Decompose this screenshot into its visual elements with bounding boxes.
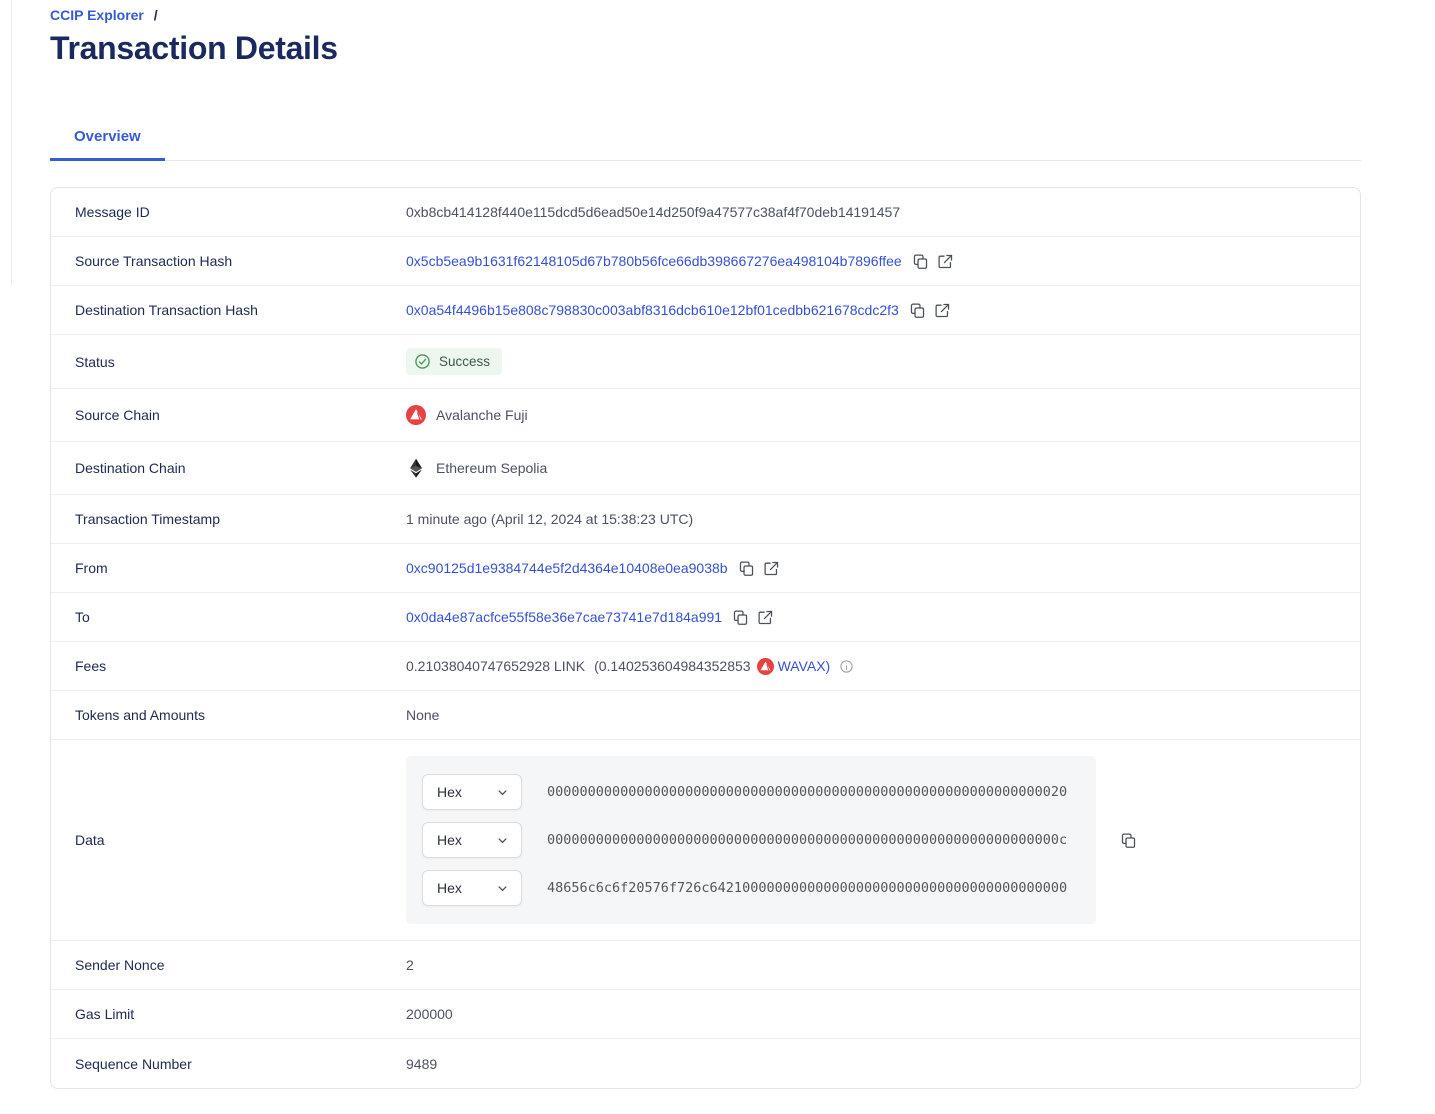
hex-format-select[interactable]: Hex — [422, 774, 522, 810]
table-row-destination-chain: Destination Chain Ethereum Sepolia — [51, 442, 1360, 495]
tab-bar: Overview — [50, 116, 1361, 161]
avalanche-icon — [406, 405, 426, 425]
hex-format-label: Hex — [437, 832, 462, 848]
table-row-sender-nonce: Sender Nonce 2 — [51, 941, 1360, 990]
hex-data-text: 0000000000000000000000000000000000000000… — [547, 784, 1068, 800]
row-label: Data — [75, 832, 105, 848]
breadcrumb-separator: / — [153, 7, 158, 23]
row-label: Sender Nonce — [75, 957, 165, 973]
transaction-details-card: Message ID 0xb8cb414128f440e115dcd5d6ead… — [50, 187, 1361, 1089]
to-address-link[interactable]: 0x0da4e87acfce55f58e36e7cae73741e7d184a9… — [406, 609, 723, 625]
wavax-token-link[interactable]: WAVAX) — [777, 658, 831, 674]
table-row-tokens-and-amounts: Tokens and Amounts None — [51, 691, 1360, 740]
fees-value: 0.21038040747652928 LINK (0.140253604984… — [406, 657, 854, 675]
row-label: Gas Limit — [75, 1006, 135, 1022]
tab-overview[interactable]: Overview — [50, 116, 165, 161]
external-link-icon[interactable] — [757, 609, 774, 626]
table-row-status: Status Success — [51, 335, 1360, 389]
check-circle-icon — [415, 354, 430, 369]
copy-icon[interactable] — [909, 302, 926, 319]
sequence-number-value: 9489 — [406, 1055, 438, 1072]
row-label: Transaction Timestamp — [75, 511, 220, 527]
status-badge: Success — [406, 348, 503, 375]
data-hex-line-1: Hex 000000000000000000000000000000000000… — [422, 774, 1080, 810]
ethereum-icon — [410, 458, 422, 478]
table-row-source-tx-hash: Source Transaction Hash 0x5cb5ea9b1631f6… — [51, 237, 1360, 286]
hex-data-text: 0000000000000000000000000000000000000000… — [547, 832, 1068, 848]
page-edge-artifact — [11, 0, 12, 285]
table-row-to: To 0x0da4e87acfce55f58e36e7cae73741e7d18… — [51, 593, 1360, 642]
copy-icon[interactable] — [732, 609, 749, 626]
chevron-down-icon — [498, 789, 507, 795]
info-icon[interactable] — [839, 659, 854, 674]
message-id-value: 0xb8cb414128f440e115dcd5d6ead50e14d250f9… — [406, 204, 901, 220]
row-label: Fees — [75, 658, 107, 674]
breadcrumb: CCIP Explorer / — [50, 7, 1361, 23]
main-content: CCIP Explorer / Transaction Details Over… — [50, 0, 1361, 1089]
destination-tx-hash-link[interactable]: 0x0a54f4496b15e808c798830c003abf8316dcb6… — [406, 302, 899, 318]
chevron-down-icon — [498, 885, 507, 891]
hex-format-label: Hex — [437, 784, 462, 800]
table-row-gas-limit: Gas Limit 200000 — [51, 990, 1360, 1039]
table-row-fees: Fees 0.21038040747652928 LINK (0.1402536… — [51, 642, 1360, 691]
row-label: Sequence Number — [75, 1055, 192, 1072]
from-address-link[interactable]: 0xc90125d1e9384744e5f2d4364e10408e0ea903… — [406, 560, 728, 576]
page-title: Transaction Details — [50, 30, 338, 66]
fees-wavax-amount: (0.140253604984352853 — [594, 658, 751, 674]
fees-link-amount: 0.21038040747652928 LINK — [406, 658, 586, 674]
copy-icon[interactable] — [738, 560, 755, 577]
row-label: From — [75, 560, 108, 576]
gas-limit-value: 200000 — [406, 1006, 453, 1022]
table-row-data: Data Hex 0000000000000000000000000000000… — [51, 740, 1360, 941]
source-chain-name: Avalanche Fuji — [436, 407, 528, 423]
timestamp-value: 1 minute ago (April 12, 2024 at 15:38:23… — [406, 511, 694, 527]
external-link-icon[interactable] — [937, 253, 954, 270]
destination-chain-value: Ethereum Sepolia — [406, 458, 547, 478]
copy-icon[interactable] — [1120, 832, 1137, 849]
table-row-timestamp: Transaction Timestamp 1 minute ago (Apri… — [51, 495, 1360, 544]
hex-data-text: 48656c6c6f20576f726c64210000000000000000… — [547, 880, 1068, 896]
row-label: Destination Transaction Hash — [75, 302, 258, 318]
sender-nonce-value: 2 — [406, 957, 414, 973]
source-tx-hash-link[interactable]: 0x5cb5ea9b1631f62148105d67b780b56fce66db… — [406, 253, 902, 269]
data-hex-line-3: Hex 48656c6c6f20576f726c6421000000000000… — [422, 870, 1080, 906]
hex-format-label: Hex — [437, 880, 462, 896]
table-row-source-chain: Source Chain Avalanche Fuji — [51, 389, 1360, 442]
data-hex-box: Hex 000000000000000000000000000000000000… — [406, 756, 1096, 924]
external-link-icon[interactable] — [934, 302, 951, 319]
row-label: Source Transaction Hash — [75, 253, 233, 269]
row-label: Status — [75, 353, 115, 370]
copy-icon[interactable] — [912, 253, 929, 270]
chevron-down-icon — [498, 837, 507, 843]
table-row-from: From 0xc90125d1e9384744e5f2d4364e10408e0… — [51, 544, 1360, 593]
row-label: To — [75, 609, 90, 625]
avalanche-icon — [756, 657, 774, 675]
row-label: Destination Chain — [75, 460, 186, 476]
row-label: Source Chain — [75, 407, 160, 423]
tokens-and-amounts-value: None — [406, 707, 440, 723]
external-link-icon[interactable] — [763, 560, 780, 577]
status-text: Success — [439, 354, 491, 369]
breadcrumb-link-ccip-explorer[interactable]: CCIP Explorer — [50, 7, 144, 23]
table-row-sequence-number: Sequence Number 9489 — [51, 1039, 1360, 1088]
source-chain-value: Avalanche Fuji — [406, 405, 528, 425]
row-label: Message ID — [75, 204, 150, 220]
destination-chain-name: Ethereum Sepolia — [436, 460, 548, 476]
table-row-destination-tx-hash: Destination Transaction Hash 0x0a54f4496… — [51, 286, 1360, 335]
data-hex-line-2: Hex 000000000000000000000000000000000000… — [422, 822, 1080, 858]
hex-format-select[interactable]: Hex — [422, 870, 522, 906]
row-label: Tokens and Amounts — [75, 707, 205, 723]
hex-format-select[interactable]: Hex — [422, 822, 522, 858]
table-row-message-id: Message ID 0xb8cb414128f440e115dcd5d6ead… — [51, 188, 1360, 237]
